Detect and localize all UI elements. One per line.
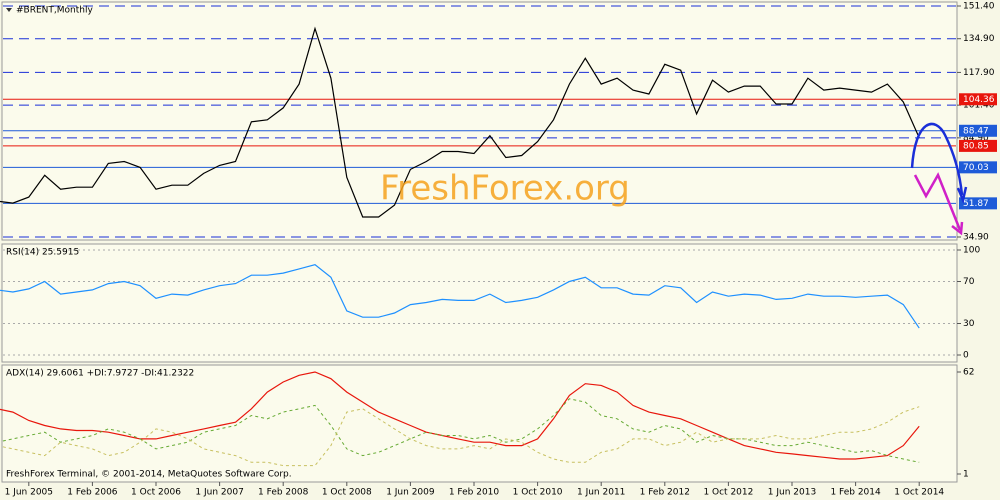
level-label: 51.87 <box>963 199 989 209</box>
y-tick-label: 117.90 <box>963 68 995 78</box>
forecast-arrow <box>913 172 962 231</box>
y-tick-label: 30 <box>963 319 975 329</box>
level-badge <box>959 93 997 106</box>
level-badge <box>959 197 997 210</box>
y-tick-label: 34.90 <box>963 233 989 243</box>
level-label: 88.47 <box>963 126 989 136</box>
level-badge <box>959 139 997 152</box>
x-tick-label: 1 Feb 2006 <box>67 488 118 498</box>
x-tick-label: 1 Jun 2007 <box>195 488 243 498</box>
arrowhead <box>956 186 968 205</box>
y-tick-label: 84.90 <box>963 133 989 143</box>
y-tick-label: 134.90 <box>963 34 995 44</box>
arrowhead <box>951 221 964 236</box>
x-tick-label: 1 Jun 2013 <box>768 488 816 498</box>
chart-title: #BRENT,Monthly <box>16 6 93 16</box>
rsi-title: RSI(14) 25.5915 <box>6 248 79 258</box>
level-label: 80.85 <box>963 141 989 151</box>
series-line <box>0 264 920 329</box>
x-tick-label: 1 Oct 2012 <box>703 488 753 498</box>
x-tick-label: 1 Jun 2011 <box>577 488 625 498</box>
series-line <box>0 371 920 460</box>
series-line <box>0 398 920 463</box>
series-line <box>0 26 920 218</box>
menu-icon[interactable] <box>6 8 12 12</box>
y-tick-label: 101.40 <box>963 101 995 111</box>
x-tick-label: 1 Oct 2008 <box>322 488 372 498</box>
rsi-panel <box>1 243 958 363</box>
level-badge <box>959 161 997 174</box>
adx-panel <box>1 364 958 483</box>
x-tick-label: 1 Oct 2010 <box>513 488 563 498</box>
watermark: FreshForex.org <box>380 169 630 209</box>
x-tick-label: 1 Oct 2014 <box>894 488 944 498</box>
forecast-arrow <box>910 122 964 196</box>
x-tick-label: 1 Feb 2010 <box>449 488 500 498</box>
y-tick-label: 1 <box>963 470 969 480</box>
y-tick-label: 151.40 <box>963 2 995 12</box>
x-tick-label: 1 Oct 2006 <box>131 488 181 498</box>
series-line <box>0 406 920 467</box>
footer: FreshForex Terminal, © 2001-2014, MetaQu… <box>6 470 292 480</box>
x-tick-label: 1 Jun 2009 <box>386 488 435 498</box>
x-tick-label: 1 Jun 2005 <box>5 488 53 498</box>
level-label: 104.36 <box>963 95 995 105</box>
level-label: 70.03 <box>963 163 989 173</box>
x-tick-label: 1 Feb 2012 <box>640 488 690 498</box>
adx-title: ADX(14) 29.6061 +DI:7.9727 -DI:41.2322 <box>6 369 194 379</box>
price-panel <box>1 1 958 241</box>
level-badge <box>959 124 997 137</box>
x-tick-label: 1 Feb 2008 <box>258 488 309 498</box>
y-tick-label: 62 <box>963 368 974 378</box>
y-tick-label: 70 <box>963 277 975 287</box>
x-tick-label: 1 Feb 2014 <box>830 488 881 498</box>
y-tick-label: 100 <box>963 246 980 256</box>
y-tick-label: 0 <box>963 351 969 361</box>
